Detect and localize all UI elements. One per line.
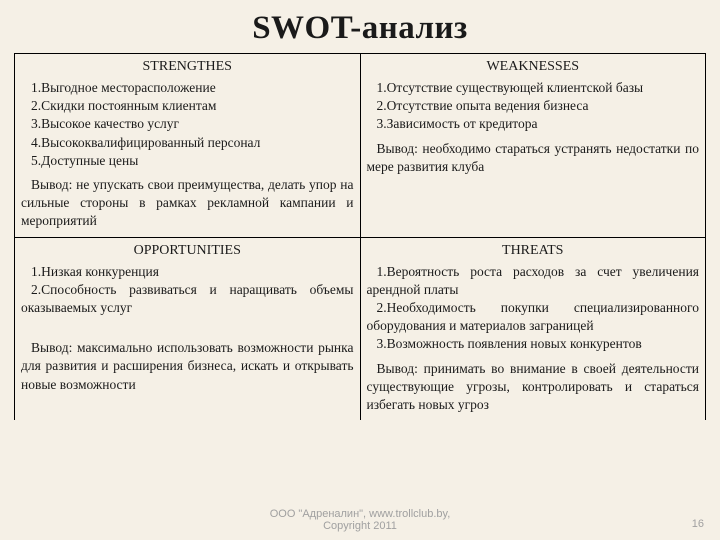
footer-copyright: ООО "Адреналин", www.trollclub.by, Copyr… [0, 508, 720, 532]
list-item: 1.Низкая конкуренция [21, 263, 354, 281]
page-number: 16 [692, 518, 704, 530]
list-item: 2.Отсутствие опыта ведения бизнеса [367, 97, 700, 115]
list-item: 3.Зависимость от кредитора [367, 115, 700, 133]
weaknesses-conclusion: Вывод: необходимо стараться устранять не… [367, 140, 700, 176]
strengths-cell: STRENGTHES 1.Выгодное месторасположение … [15, 54, 361, 238]
swot-table: STRENGTHES 1.Выгодное месторасположение … [14, 53, 706, 420]
opportunities-heading: OPPORTUNITIES [21, 242, 354, 261]
opportunities-cell: OPPORTUNITIES 1.Низкая конкуренция2.Спос… [15, 237, 361, 420]
strengths-items: 1.Выгодное месторасположение 2.Скидки по… [21, 79, 354, 170]
weaknesses-cell: WEAKNESSES 1.Отсутствие существующей кли… [360, 54, 706, 238]
list-item: 2.Необходимость покупки специализированн… [367, 299, 700, 335]
weaknesses-heading: WEAKNESSES [367, 58, 700, 77]
list-item: 3.Высокое качество услуг [21, 115, 354, 133]
page-title: SWOT-анализ [14, 10, 706, 47]
threats-conclusion: Вывод: принимать во внимание в своей дея… [367, 360, 700, 415]
list-item: 2.Скидки постоянным клиентам [21, 97, 354, 115]
swot-slide: SWOT-анализ STRENGTHES 1.Выгодное местор… [0, 0, 720, 540]
list-item: 4.Высококвалифицированный персонал [21, 134, 354, 152]
list-item: 1.Вероятность роста расходов за счет уве… [367, 263, 700, 299]
threats-cell: THREATS 1.Вероятность роста расходов за … [360, 237, 706, 420]
threats-items: 1.Вероятность роста расходов за счет уве… [367, 263, 700, 354]
list-item: 5.Доступные цены [21, 152, 354, 170]
list-item: 1.Выгодное месторасположение [21, 79, 354, 97]
opportunities-items: 1.Низкая конкуренция2.Способность развив… [21, 263, 354, 318]
weaknesses-items: 1.Отсутствие существующей клиентской баз… [367, 79, 700, 134]
strengths-heading: STRENGTHES [21, 58, 354, 77]
list-item: 2.Способность развиваться и наращивать о… [21, 281, 354, 317]
opportunities-conclusion: Вывод: максимально использовать возможно… [21, 339, 354, 394]
list-item: 3.Возможность появления новых конкуренто… [367, 335, 700, 353]
strengths-conclusion: Вывод: не упускать свои преимущества, де… [21, 176, 354, 231]
threats-heading: THREATS [367, 242, 700, 261]
footer-line-1: ООО "Адреналин", www.trollclub.by, [270, 508, 451, 520]
list-item: 1.Отсутствие существующей клиентской баз… [367, 79, 700, 97]
footer-line-2: Copyright 2011 [323, 520, 397, 532]
